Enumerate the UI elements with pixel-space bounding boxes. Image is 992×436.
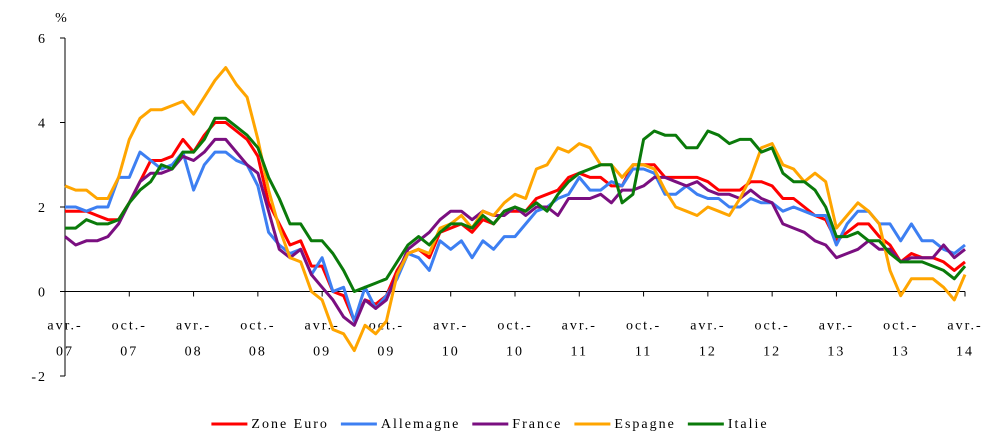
series-line xyxy=(64,137,966,327)
x-tick-label: oct.-10 xyxy=(497,319,532,360)
x-tick-label: avr.-09 xyxy=(305,319,340,360)
x-tick-label: avr.-11 xyxy=(562,319,597,360)
y-tick-label: 0 xyxy=(38,286,47,301)
series-line xyxy=(65,116,967,293)
y-axis-label: % xyxy=(55,11,69,26)
legend-label: Italie xyxy=(728,417,769,432)
y-tick-label: 4 xyxy=(38,117,47,132)
x-tick-label: avr.-14 xyxy=(947,319,982,360)
x-tick-label: oct.-11 xyxy=(626,319,661,360)
x-tick-label: avr.-12 xyxy=(690,319,725,360)
series-line xyxy=(64,66,967,353)
x-tick-label: oct.-09 xyxy=(369,319,404,360)
x-tick-label: oct.-08 xyxy=(240,319,275,360)
x-tick-label: avr.-13 xyxy=(819,319,854,360)
x-tick-label: avr.-10 xyxy=(433,319,468,360)
y-tick-label: 6 xyxy=(38,32,47,47)
series-line xyxy=(65,150,966,323)
legend-label: Zone Euro xyxy=(251,417,328,432)
x-tick-label: avr.-07 xyxy=(47,319,82,360)
legend-label: Allemagne xyxy=(381,417,460,432)
x-tick-label: oct.-12 xyxy=(755,319,790,360)
x-tick-label: avr.-08 xyxy=(176,319,211,360)
legend-label: France xyxy=(512,417,562,432)
y-tick-label: 2 xyxy=(38,201,47,216)
x-tick-label: oct.-07 xyxy=(112,319,147,360)
legend-label: Espagne xyxy=(614,417,675,432)
legend: Zone Euro Allemagne France Espagne Italie xyxy=(211,417,769,432)
x-tick-label: oct.-13 xyxy=(883,319,918,360)
y-tick-label: -2 xyxy=(31,370,47,385)
